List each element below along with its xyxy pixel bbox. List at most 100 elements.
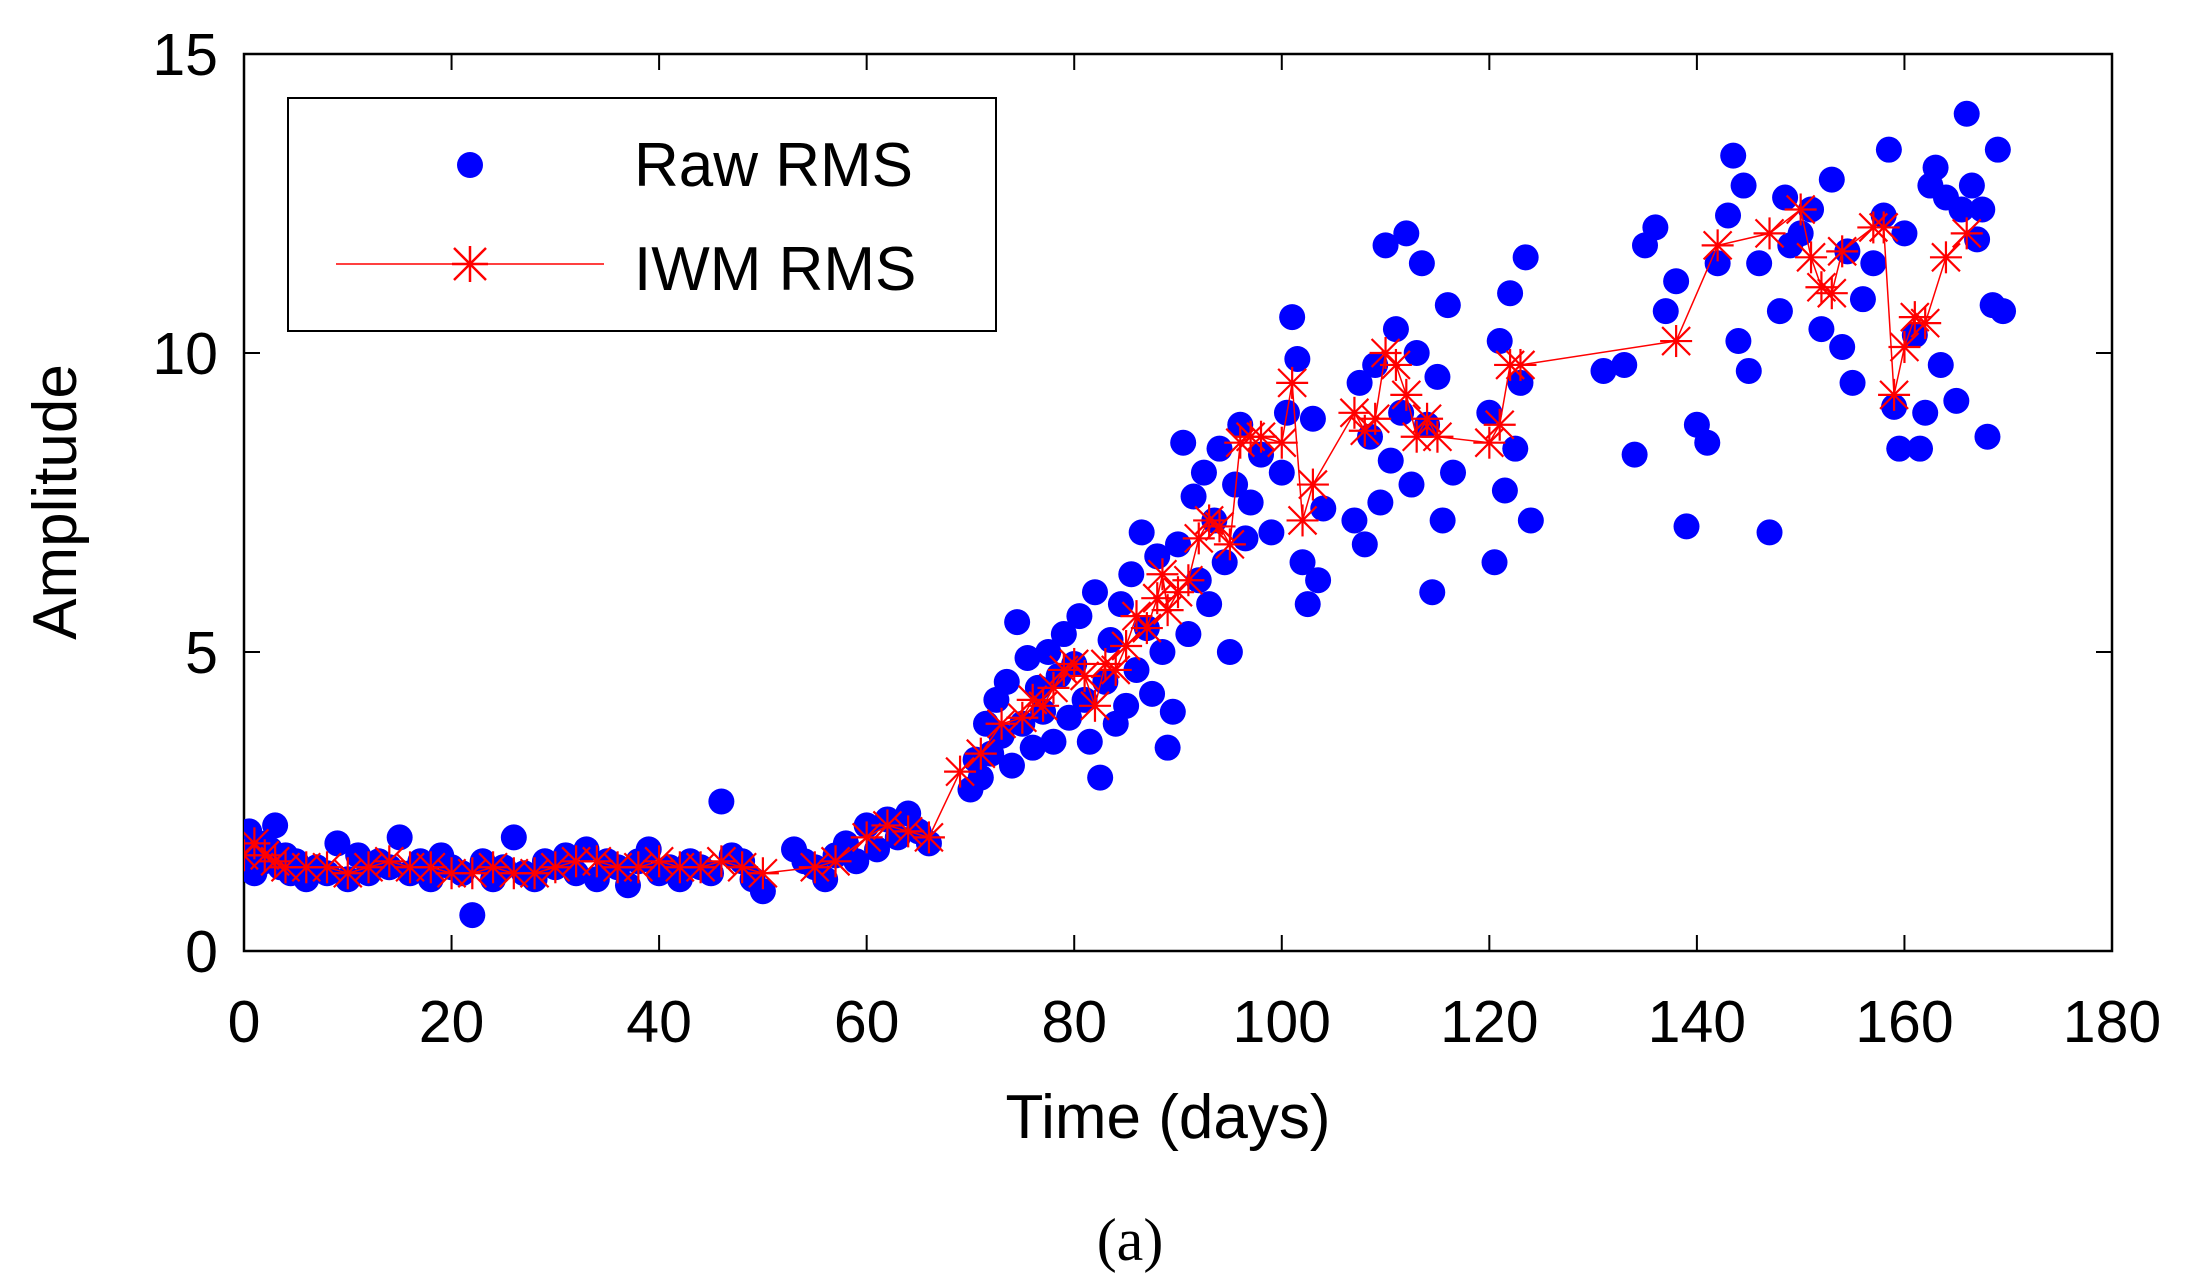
iwm-rms-point bbox=[1390, 378, 1423, 411]
raw-rms-point bbox=[1652, 298, 1679, 325]
raw-rms-point bbox=[1408, 250, 1435, 277]
iwm-rms-point bbox=[663, 851, 696, 884]
iwm-rms-point bbox=[352, 851, 385, 884]
raw-rms-point bbox=[1860, 250, 1887, 277]
raw-rms-point bbox=[1310, 495, 1337, 522]
iwm-rms-point bbox=[477, 851, 510, 884]
raw-rms-point bbox=[864, 836, 891, 863]
raw-rms-point bbox=[1123, 656, 1150, 683]
raw-rms-point bbox=[1720, 142, 1747, 169]
raw-rms-point bbox=[1279, 304, 1306, 331]
legend-iwm-marker-icon bbox=[452, 246, 488, 282]
iwm-rms-point bbox=[684, 851, 717, 884]
raw-rms-point bbox=[1237, 489, 1264, 516]
raw-rms-point bbox=[1128, 519, 1155, 546]
raw-rms-point bbox=[1901, 322, 1928, 349]
raw-rms-point bbox=[843, 848, 870, 875]
raw-rms-point bbox=[1476, 399, 1503, 426]
raw-rms-point bbox=[1984, 136, 2011, 163]
raw-rms-point bbox=[1403, 340, 1430, 366]
raw-rms-point bbox=[1990, 298, 2017, 325]
raw-rms-point bbox=[1948, 196, 1975, 223]
raw-rms-point bbox=[1517, 507, 1544, 534]
raw-rms-point bbox=[1190, 459, 1217, 486]
iwm-rms-point bbox=[1379, 348, 1412, 381]
raw-rms-point bbox=[1367, 489, 1394, 516]
raw-rms-point bbox=[1922, 154, 1949, 181]
raw-rms-point bbox=[1081, 579, 1108, 606]
iwm-rms-point bbox=[1660, 325, 1693, 358]
raw-rms-point bbox=[1066, 603, 1093, 630]
legend-raw-marker-icon bbox=[457, 152, 483, 178]
raw-rms-point bbox=[1440, 459, 1467, 486]
raw-rms-point bbox=[1907, 435, 1934, 462]
iwm-rms-point bbox=[912, 821, 945, 854]
iwm-rms-point bbox=[1068, 659, 1101, 692]
raw-rms-point bbox=[1196, 591, 1223, 618]
legend-raw-label: Raw RMS bbox=[634, 131, 913, 200]
iwm-rms-point bbox=[331, 857, 364, 890]
iwm-rms-point bbox=[1950, 217, 1983, 250]
iwm-rms-point bbox=[1795, 241, 1828, 274]
iwm-rms-point bbox=[539, 851, 572, 884]
raw-rms-point bbox=[749, 878, 776, 905]
iwm-rms-point bbox=[1296, 468, 1329, 501]
raw-rms-point bbox=[1642, 214, 1669, 241]
iwm-rms-point bbox=[1784, 193, 1817, 226]
raw-rms-point bbox=[1019, 734, 1046, 761]
x-tick-label: 140 bbox=[1648, 989, 1746, 1055]
raw-rms-point bbox=[1974, 423, 2001, 450]
iwm-rms-series bbox=[244, 193, 1983, 890]
raw-rms-point bbox=[500, 824, 527, 851]
iwm-rms-point bbox=[1078, 689, 1111, 722]
iwm-rms-point bbox=[1504, 348, 1537, 381]
raw-rms-point bbox=[1886, 435, 1913, 462]
raw-rms-point bbox=[614, 872, 641, 899]
raw-rms-point bbox=[386, 824, 413, 851]
x-tick-labels: 0 20 40 60 80 100 120 140 160 180 bbox=[228, 989, 2162, 1055]
raw-rms-point bbox=[1206, 435, 1233, 462]
raw-rms-point bbox=[1248, 441, 1275, 468]
raw-rms-point bbox=[1424, 363, 1451, 390]
iwm-rms-point bbox=[1753, 217, 1786, 250]
raw-rms-point bbox=[1154, 734, 1181, 761]
iwm-rms-point bbox=[643, 845, 676, 878]
iwm-rms-point bbox=[311, 851, 344, 884]
iwm-rms-point bbox=[1473, 426, 1506, 459]
iwm-rms-point bbox=[1130, 612, 1163, 645]
raw-rms-point bbox=[1891, 220, 1918, 247]
legend-box bbox=[287, 97, 997, 332]
iwm-rms-point bbox=[580, 845, 613, 878]
x-tick-label: 160 bbox=[1855, 989, 1953, 1055]
iwm-rms-point bbox=[518, 857, 551, 890]
raw-rms-point bbox=[1216, 639, 1243, 665]
y-tick-label: 10 bbox=[152, 321, 218, 387]
raw-rms-point bbox=[1377, 447, 1404, 474]
raw-rms-point bbox=[1165, 531, 1191, 558]
raw-rms-point bbox=[635, 836, 662, 863]
raw-rms-point bbox=[812, 866, 839, 893]
raw-rms-point bbox=[1839, 369, 1866, 396]
x-tick-label: 60 bbox=[834, 989, 900, 1055]
raw-rms-point bbox=[1849, 286, 1876, 313]
iwm-rms-point bbox=[1815, 277, 1848, 310]
raw-rms-point bbox=[1087, 764, 1114, 791]
raw-rms-point bbox=[1429, 507, 1456, 534]
raw-rms-point bbox=[1362, 351, 1389, 378]
iwm-rms-point bbox=[1701, 229, 1734, 262]
iwm-rms-point bbox=[1359, 402, 1392, 435]
iwm-rms-point bbox=[964, 737, 997, 770]
raw-rms-point bbox=[1351, 531, 1378, 558]
x-tick-label: 180 bbox=[2063, 989, 2161, 1055]
iwm-rms-point bbox=[456, 857, 489, 890]
raw-rms-point bbox=[1299, 405, 1326, 432]
iwm-rms-point bbox=[1213, 528, 1246, 561]
raw-rms-point bbox=[1829, 334, 1856, 361]
raw-rms-point bbox=[1076, 728, 1103, 755]
raw-rms-point bbox=[1014, 644, 1041, 671]
raw-rms-point bbox=[1481, 549, 1508, 576]
x-axis-title: Time (days) bbox=[1006, 1083, 1331, 1152]
raw-rms-point bbox=[1346, 369, 1373, 396]
raw-rms-point bbox=[1398, 471, 1425, 498]
iwm-rms-point bbox=[1172, 564, 1205, 597]
